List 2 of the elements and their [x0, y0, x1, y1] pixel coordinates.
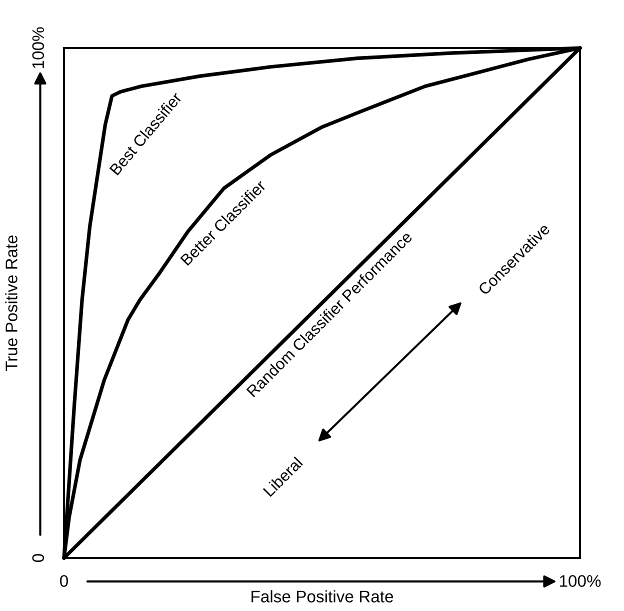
y-axis-title: True Positive Rate: [5, 236, 18, 371]
x-axis-title: False Positive Rate: [252, 590, 394, 602]
